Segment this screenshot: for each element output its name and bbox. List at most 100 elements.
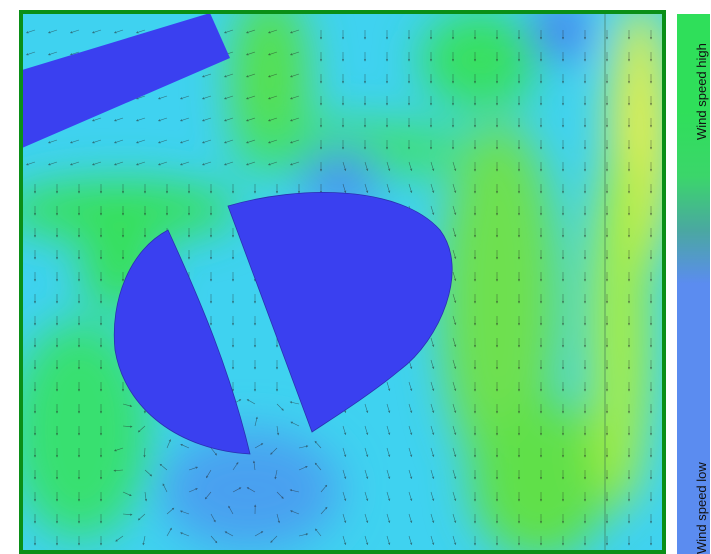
flow-vector-arrow xyxy=(452,227,457,238)
flow-vector-arrow xyxy=(452,249,457,260)
flow-vector-arrow xyxy=(180,532,190,537)
flow-vector-arrow xyxy=(201,95,212,100)
flow-vector-arrow xyxy=(430,205,435,216)
flow-vector-arrow xyxy=(25,29,36,34)
flow-vector-arrow xyxy=(276,513,281,524)
flow-vector-arrow xyxy=(267,95,278,100)
flow-vector-arrow xyxy=(298,445,309,449)
flow-vector-arrow xyxy=(135,117,146,122)
flow-vector-arrow xyxy=(452,447,457,458)
flow-vector-arrow xyxy=(342,513,347,524)
flow-vector-arrow xyxy=(289,401,300,405)
flow-vector-arrow xyxy=(201,73,212,78)
flow-vector-arrow xyxy=(452,293,457,304)
flow-vector-arrow xyxy=(166,507,175,515)
flow-vector-arrow xyxy=(245,95,256,100)
flow-vector-arrow xyxy=(289,161,300,166)
flow-vector-arrow xyxy=(298,466,308,471)
flow-vector-arrow xyxy=(223,161,234,166)
legend-high-label: Wind speed high xyxy=(694,43,709,140)
flow-vector-arrow xyxy=(342,183,347,194)
flow-vector-arrow xyxy=(47,51,58,56)
flow-vector-arrow xyxy=(157,95,168,100)
flow-vector-arrow xyxy=(276,491,284,499)
flow-vector-arrow xyxy=(452,315,457,326)
flow-vector-arrow xyxy=(430,337,435,348)
flow-vector-arrow xyxy=(254,443,264,449)
flow-vector-arrow xyxy=(289,95,300,100)
flow-vector-arrow xyxy=(162,483,168,493)
flow-vector-arrow xyxy=(452,271,457,282)
flow-vector-arrow xyxy=(122,513,133,516)
flow-vector-arrow xyxy=(69,139,80,144)
flow-vector-arrow xyxy=(223,139,234,144)
flow-vector-arrow xyxy=(91,161,102,166)
flow-vector-arrow xyxy=(246,487,256,493)
flow-vector-arrow xyxy=(408,469,413,480)
flow-vector-arrow xyxy=(342,491,347,502)
flow-vector-arrow xyxy=(201,117,212,122)
flow-vector-arrow xyxy=(267,117,278,122)
flow-vector-arrow xyxy=(364,183,369,194)
flow-vector-arrow xyxy=(166,439,171,449)
flow-vector-arrow xyxy=(270,535,278,543)
flow-vector-arrow xyxy=(408,161,413,172)
flow-vector-arrow xyxy=(47,139,58,144)
flow-vector-arrow xyxy=(290,510,300,515)
flow-vector-arrow xyxy=(408,535,413,546)
flow-vector-arrow xyxy=(430,403,435,414)
flow-vector-arrow xyxy=(122,491,132,497)
flow-vector-arrow xyxy=(179,95,190,100)
flow-vector-arrow xyxy=(364,535,369,546)
flow-vector-arrow xyxy=(113,29,124,34)
flow-vector-arrow xyxy=(113,447,124,452)
flow-vector-arrow xyxy=(320,484,328,493)
flow-vector-arrow xyxy=(232,462,239,471)
flow-vector-arrow xyxy=(206,469,212,479)
flow-vector-arrow xyxy=(452,161,457,172)
flow-vector-arrow xyxy=(224,531,234,537)
small-half-ellipse-obstacle xyxy=(113,229,251,455)
flow-vector-arrow xyxy=(113,469,124,472)
large-egg-obstacle xyxy=(227,192,453,433)
flow-vector-arrow xyxy=(408,447,413,458)
flow-vector-arrow xyxy=(386,513,391,524)
flow-vector-arrow xyxy=(386,535,391,546)
flow-vector-arrow xyxy=(452,491,457,502)
flow-vector-arrow xyxy=(289,117,300,122)
flow-vector-arrow xyxy=(91,29,102,34)
flow-vector-arrow xyxy=(452,205,457,216)
flow-vector-arrow xyxy=(289,29,300,34)
flow-vector-arrow xyxy=(245,117,256,122)
flow-vector-arrow xyxy=(408,491,413,502)
flow-vector-arrow xyxy=(115,535,124,542)
flow-vector-arrow xyxy=(386,469,391,480)
flow-vector-arrow xyxy=(180,443,190,449)
flow-vector-arrow xyxy=(144,469,153,477)
flow-vector-arrow xyxy=(289,73,300,78)
flow-vector-arrow xyxy=(69,29,80,34)
flow-vector-arrow xyxy=(342,425,347,436)
flow-vector-arrow xyxy=(408,425,413,436)
flow-vector-arrow xyxy=(430,513,435,524)
flow-vector-arrow xyxy=(267,29,278,34)
flow-vector-arrow xyxy=(201,161,212,166)
flow-vector-arrow xyxy=(342,447,347,458)
flow-vector-arrow xyxy=(232,487,242,493)
flow-vector-arrow xyxy=(276,403,284,411)
flow-vector-arrow xyxy=(430,381,435,392)
flow-vector-arrow xyxy=(408,403,413,414)
flow-vector-arrow xyxy=(245,161,256,166)
flow-vector-arrow xyxy=(267,73,278,78)
flow-vector-arrow xyxy=(91,117,102,122)
flow-vector-arrow xyxy=(267,51,278,56)
flow-vector-arrow xyxy=(267,139,278,144)
flow-vector-arrow xyxy=(137,513,146,521)
flow-vector-arrow xyxy=(315,528,322,537)
flow-vector-arrow xyxy=(430,447,435,458)
flow-vector-arrow xyxy=(143,447,146,458)
flow-vector-arrow xyxy=(274,469,278,480)
flow-vector-arrow xyxy=(364,447,369,458)
flow-vector-arrow xyxy=(246,399,256,405)
